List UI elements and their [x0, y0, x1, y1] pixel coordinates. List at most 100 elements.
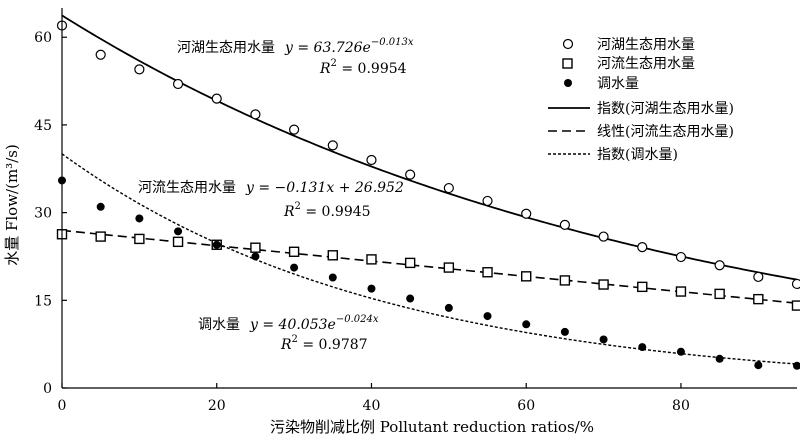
- series-3-point: [715, 354, 724, 363]
- svg-text:R2 = 0.9945: R2 = 0.9945: [283, 201, 371, 220]
- annotation-3-equation: y = 40.053e: [249, 317, 336, 333]
- y-axis-label: 水量 Flow/(m³/s): [3, 144, 21, 266]
- annotation-2: 河流生态用水量 y = −0.131x + 26.952 R2 = 0.9945: [138, 180, 404, 220]
- series-3-point: [483, 312, 492, 321]
- annotation-3-r2-value: = 0.9787: [298, 337, 368, 353]
- series-3-point: [560, 327, 569, 336]
- x-tick-label: 20: [208, 398, 226, 414]
- series-1-point: [289, 124, 300, 135]
- series-3-point: [290, 263, 299, 272]
- y-tick-label: 45: [34, 118, 52, 134]
- data-points: [56, 20, 800, 370]
- annotation-3-exponent: −0.024x: [336, 314, 379, 325]
- series-1-point: [637, 242, 648, 253]
- annotation-3-r2-sup: 2: [292, 334, 298, 345]
- series-1-point: [134, 64, 145, 75]
- series-1-point: [172, 78, 184, 90]
- series-1-point: [95, 49, 106, 60]
- annotation-3: 调水量 y = 40.053e−0.024x R2 = 0.9787: [198, 314, 379, 353]
- annotation-1-r2-sup: 2: [331, 58, 337, 69]
- legend-item-fit-1: 指数(河湖生态用水量): [548, 101, 734, 117]
- axes: 0 15 30 45 60 0 20 40 60 80: [34, 8, 797, 414]
- series-3-point: [793, 361, 800, 370]
- fit-lines: [61, 14, 798, 365]
- x-tick-label: 80: [672, 398, 690, 414]
- series-3-point: [599, 335, 608, 344]
- legend-item-series-2: 河流生态用水量: [562, 56, 695, 72]
- annotation-2-r2-sup: 2: [295, 201, 301, 212]
- annotation-2-series: 河流生态用水量: [138, 180, 236, 196]
- annotation-1-r2-value: = 0.9954: [337, 61, 407, 77]
- series-2-point: [753, 293, 764, 305]
- series-1-point: [675, 251, 687, 263]
- annotation-1-equation: y = 63.726e: [284, 40, 371, 56]
- x-tick-label: 0: [58, 398, 67, 414]
- series-2-point: [598, 279, 609, 290]
- annotation-1-series: 河湖生态用水量: [177, 40, 275, 56]
- series-1-point: [327, 140, 338, 151]
- series-3-point: [251, 252, 260, 261]
- series-3-point: [174, 227, 183, 236]
- x-tick-label: 60: [517, 398, 535, 414]
- y-tick-label: 60: [34, 30, 52, 46]
- legend-marker-filled-circle: [564, 79, 572, 87]
- legend-label-fit-1: 指数(河湖生态用水量): [597, 101, 734, 117]
- legend-marker-open-circle: [562, 38, 574, 50]
- series-1-point: [791, 278, 800, 290]
- series-3-point: [522, 320, 531, 329]
- series-2-point: [791, 300, 800, 311]
- y-tick-label: 30: [34, 206, 52, 222]
- x-axis-label: 污染物削减比例 Pollutant reduction ratios/%: [270, 418, 594, 436]
- legend-marker-open-square: [562, 58, 573, 69]
- series-2-point: [172, 236, 184, 248]
- legend-label-series-3: 调水量: [597, 76, 639, 92]
- series-1-point: [521, 208, 532, 219]
- series-3-point: [754, 361, 763, 370]
- x-tick-label: 40: [363, 398, 381, 414]
- legend: 河湖生态用水量 河流生态用水量 调水量 指数(河湖生态用水量) 线性(河流生态用…: [548, 37, 734, 163]
- legend-label-fit-3: 指数(调水量): [597, 147, 678, 163]
- legend-item-fit-3: 指数(调水量): [548, 147, 678, 163]
- legend-item-fit-2: 线性(河流生态用水量): [548, 124, 734, 140]
- series-3-point: [406, 294, 415, 303]
- series-2-point: [559, 275, 571, 286]
- series-1-point: [753, 271, 764, 283]
- series-1-point: [405, 169, 416, 180]
- series-1-point: [482, 195, 493, 207]
- annotation-1: 河湖生态用水量 y = 63.726e−0.013x R2 = 0.9954: [177, 37, 414, 77]
- series-3-point: [638, 343, 647, 352]
- y-tick-label: 15: [34, 293, 52, 309]
- legend-label-series-1: 河湖生态用水量: [597, 37, 695, 53]
- series-2-point: [404, 257, 416, 269]
- annotation-2-equation: y = −0.131x + 26.952: [245, 180, 404, 196]
- series-1-point: [598, 231, 609, 242]
- legend-label-series-2: 河流生态用水量: [597, 56, 695, 72]
- series-2-point: [443, 262, 455, 273]
- legend-item-series-3: 调水量: [564, 76, 639, 92]
- series-3-point: [328, 273, 337, 282]
- series-1-point: [714, 260, 725, 271]
- series-3-point: [212, 240, 221, 249]
- annotation-3-r2-label: R: [280, 337, 292, 353]
- svg-text:R2 = 0.9954: R2 = 0.9954: [319, 58, 407, 77]
- series-2-point: [134, 233, 145, 245]
- series-3-point: [367, 284, 376, 293]
- series-1-point: [559, 219, 570, 230]
- svg-text:R2 = 0.9787: R2 = 0.9787: [280, 334, 368, 353]
- series-1-point: [366, 154, 377, 166]
- fit-line-2: [61, 229, 798, 304]
- series-2-point: [675, 286, 687, 297]
- annotation-1-r2-label: R: [319, 61, 331, 77]
- annotation-1-exponent: −0.013x: [371, 37, 414, 48]
- series-1-point: [211, 93, 222, 104]
- legend-label-fit-2: 线性(河流生态用水量): [597, 124, 734, 140]
- series-2-point: [714, 288, 725, 300]
- annotation-2-r2-value: = 0.9945: [301, 204, 371, 220]
- legend-item-series-1: 河湖生态用水量: [562, 37, 695, 53]
- series-2-point: [521, 271, 532, 282]
- series-2-point: [327, 250, 338, 261]
